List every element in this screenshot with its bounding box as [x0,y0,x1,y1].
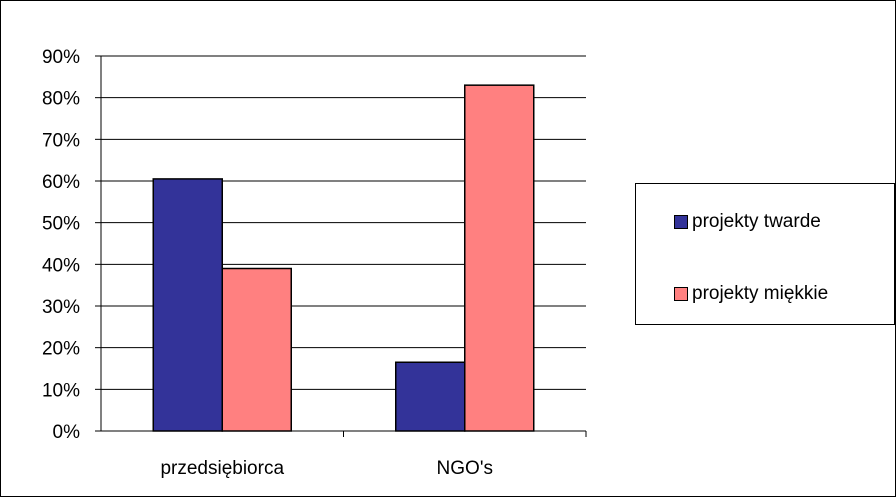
bar-projekty-twarde [152,178,223,432]
tick-labels: 0% 10% 20% 30% 40% 50% 60% 70% 80% 90% przedsiębio… [42,47,493,479]
legend-swatch-projekty-twarde [674,215,688,229]
legend-label-projekty-twarde: projekty twarde [692,211,821,232]
y-tick-label: 80% [42,89,80,110]
legend: projekty twarde projekty miękkie [635,183,895,325]
y-tick-label: 30% [42,297,80,318]
bar-projekty-miekkie [221,267,292,432]
bar-projekty-twarde [395,361,466,432]
y-tick-label: 20% [42,339,80,360]
y-tick-label: 40% [42,255,80,276]
x-tick-label: NGO's [437,458,493,479]
legend-label-projekty-miekkie: projekty miękkie [692,283,829,304]
y-tick-label: 60% [42,172,80,193]
bar-projekty-miekkie [464,84,535,432]
y-tick-label: 10% [42,380,80,401]
legend-item-projekty-twarde: projekty twarde [674,211,821,233]
y-tick-label: 0% [53,422,81,443]
y-tick-label: 70% [42,130,80,151]
y-tick-label: 90% [42,47,80,68]
y-tick-label: 50% [42,214,80,235]
legend-swatch-projekty-miekkie [674,287,688,301]
legend-item-projekty-miekkie: projekty miękkie [674,283,828,305]
bars [152,84,535,432]
x-tick-label: przedsiębiorca [160,458,284,479]
axes [95,55,587,437]
